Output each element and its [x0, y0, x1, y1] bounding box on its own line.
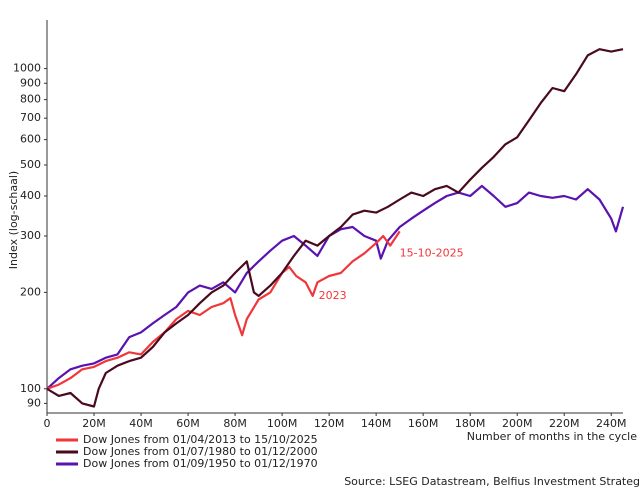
y-tick-label: 200: [20, 285, 41, 298]
annotation: 15-10-2025: [400, 246, 464, 259]
x-tick-label: 0: [44, 417, 51, 430]
legend-label: Dow Jones from 01/09/1950 to 01/12/1970: [83, 457, 318, 470]
x-tick-label: 180M: [455, 417, 486, 430]
series-line: [46, 230, 401, 390]
x-axis-label: Number of months in the cycle: [467, 430, 637, 443]
x-tick-label: 120M: [314, 417, 345, 430]
x-tick-label: 40M: [129, 417, 153, 430]
legend-label: Dow Jones from 01/07/1980 to 01/12/2000: [83, 445, 318, 458]
x-tick-label: 140M: [361, 417, 392, 430]
x-tick-label: 200M: [502, 417, 533, 430]
y-axis-label: Index (log-schaal): [7, 171, 20, 269]
x-tick-label: 240M: [596, 417, 627, 430]
y-tick-label: 90: [27, 396, 41, 409]
y-tick-label: 400: [20, 189, 41, 202]
y-tick-label: 500: [20, 158, 41, 171]
y-tick-label: 700: [20, 111, 41, 124]
x-tick-label: 80M: [223, 417, 247, 430]
x-tick-label: 60M: [176, 417, 200, 430]
x-tick-label: 100M: [267, 417, 298, 430]
series-line: [46, 184, 625, 390]
series-line: [46, 48, 624, 408]
x-tick-label: 220M: [549, 417, 580, 430]
legend-label: Dow Jones from 01/04/2013 to 15/10/2025: [83, 433, 318, 446]
y-tick-label: 100: [20, 382, 41, 395]
y-tick-label: 600: [20, 133, 41, 146]
y-tick-label: 800: [20, 93, 41, 106]
annotation: 2023: [319, 289, 347, 302]
x-tick-label: 160M: [408, 417, 439, 430]
y-tick-label: 900: [20, 76, 41, 89]
source: Source: LSEG Datastream, Belfius Investm…: [344, 475, 640, 488]
x-tick-label: 20M: [82, 417, 106, 430]
y-tick-label: 300: [20, 229, 41, 242]
y-tick-label: 1000: [13, 62, 41, 75]
